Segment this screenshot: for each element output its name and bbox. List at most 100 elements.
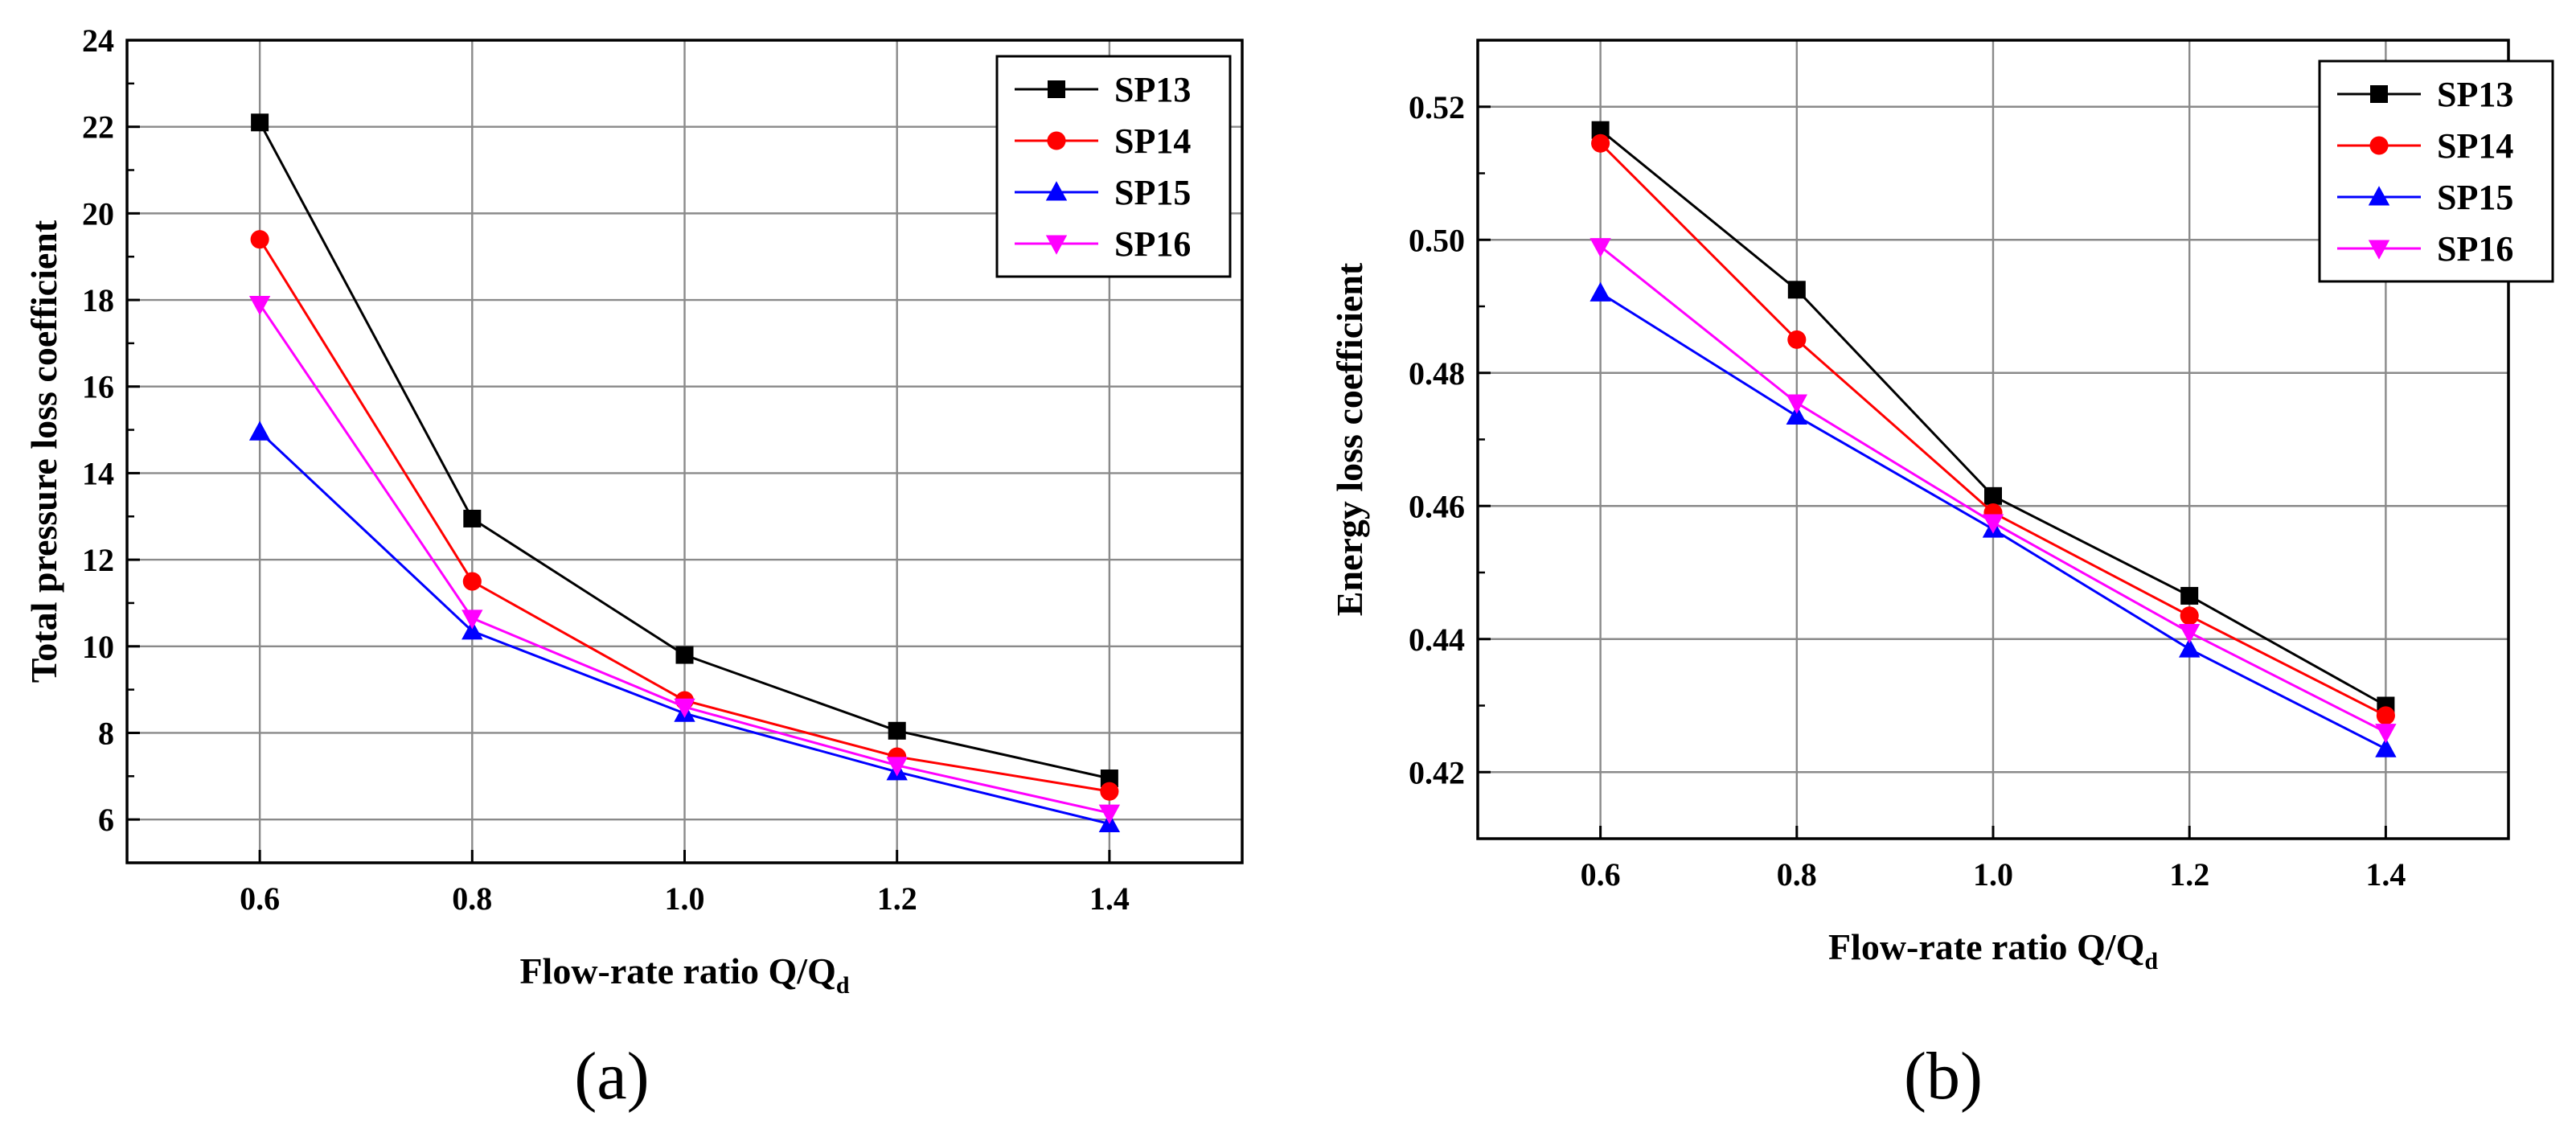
y-tick-label: 0.44 <box>1409 622 1465 658</box>
x-tick-label: 1.2 <box>2169 856 2209 893</box>
y-tick-label: 6 <box>98 802 114 838</box>
x-tick-label: 1.4 <box>1089 880 1130 917</box>
legend: SP13 SP14 SP15 SP16 <box>995 55 1232 278</box>
y-tick-label: 12 <box>82 542 114 578</box>
y-tick-label: 16 <box>82 369 114 405</box>
data-point-sp13 <box>1591 121 1610 139</box>
data-point-sp15 <box>1589 281 1611 302</box>
data-point-sp13 <box>2180 586 2199 605</box>
series-sp16 <box>248 295 1121 824</box>
legend-label-sp14: SP14 <box>1114 121 1191 161</box>
y-axis-label: Total pressure loss coefficient <box>23 220 64 683</box>
data-point-sp14 <box>1591 133 1610 153</box>
y-tick-label: 22 <box>82 109 114 146</box>
y-tick-label: 0.50 <box>1409 222 1465 258</box>
legend-label-sp16: SP16 <box>1114 224 1191 264</box>
data-point-sp16 <box>248 295 271 316</box>
data-point-sp13 <box>1787 281 1806 299</box>
y-tick-label: 0.46 <box>1409 488 1465 524</box>
legend-label-sp14: SP14 <box>2437 126 2513 166</box>
data-point-sp14 <box>2376 706 2395 725</box>
y-axis: 0.42 0.44 0.46 0.48 0.50 0.52 <box>1409 89 1491 790</box>
chart-a: 0.6 0.8 1.0 1.2 1.4 6 8 10 12 14 16 18 20 22 24 Flow-ra… <box>23 23 1244 999</box>
x-axis-label: Flow-rate ratio Q/Qd <box>519 950 849 999</box>
data-point-sp15 <box>248 421 271 441</box>
data-point-sp16 <box>2375 724 2397 744</box>
panel-label-a: (a) <box>574 1039 650 1114</box>
chart-b: 0.6 0.8 1.0 1.2 1.4 0.42 0.44 0.46 0.48 0.50 0.52 F… <box>1329 39 2554 975</box>
data-point-sp16 <box>886 757 908 777</box>
legend-label-sp15: SP15 <box>1114 173 1191 212</box>
legend-label-sp13: SP13 <box>1114 70 1191 109</box>
legend-marker-sp13 <box>2370 85 2388 103</box>
data-point-sp16 <box>461 609 483 630</box>
legend-marker-sp16 <box>2368 240 2390 260</box>
y-axis: 6 8 10 12 14 16 18 20 22 24 <box>82 23 140 838</box>
y-tick-label: 24 <box>82 23 114 59</box>
data-point-sp13 <box>463 509 482 527</box>
y-tick-label: 0.52 <box>1409 89 1465 125</box>
y-tick-label: 0.48 <box>1409 355 1465 392</box>
x-axis: 0.6 0.8 1.0 1.2 1.4 <box>240 850 1130 917</box>
x-tick-label: 0.8 <box>1777 856 1817 893</box>
data-point-sp15 <box>461 620 483 640</box>
x-tick-label: 1.4 <box>2365 856 2406 893</box>
legend: SP13 SP14 SP15 SP16 <box>2318 60 2554 283</box>
data-point-sp16 <box>1589 238 1611 258</box>
data-point-sp13 <box>888 721 906 740</box>
data-point-sp13 <box>1984 486 2002 505</box>
y-tick-label: 14 <box>82 455 114 491</box>
data-point-sp15 <box>1786 404 1808 425</box>
data-point-sp15 <box>2178 638 2201 658</box>
x-axis-label-sub: d <box>2144 948 2158 975</box>
y-axis-label: Energy loss coefficient <box>1329 262 1370 616</box>
y-tick-label: 10 <box>82 629 114 665</box>
data-point-sp13 <box>675 646 694 664</box>
x-tick-label: 0.6 <box>1581 856 1621 893</box>
data-point-sp14 <box>1100 782 1119 801</box>
legend-marker-sp16 <box>1045 235 1068 255</box>
data-point-sp14 <box>250 230 269 249</box>
series-sp13 <box>1591 121 2395 715</box>
x-axis-label-sub: d <box>836 972 850 999</box>
series-sp13 <box>251 113 1118 788</box>
y-tick-label: 0.42 <box>1409 754 1465 790</box>
data-point-sp16 <box>2178 624 2201 644</box>
legend-marker-sp15 <box>1045 181 1068 201</box>
x-tick-label: 1.2 <box>877 880 917 917</box>
legend-label-sp16: SP16 <box>2437 229 2513 269</box>
data-point-sp14 <box>2180 606 2199 626</box>
data-point-sp16 <box>674 698 695 718</box>
panel-label-b: (b) <box>1904 1039 1983 1114</box>
x-axis-label: Flow-rate ratio Q/Qd <box>1828 926 2158 975</box>
y-tick-label: 20 <box>82 195 114 232</box>
legend-label-sp15: SP15 <box>2437 178 2513 217</box>
data-point-sp14 <box>462 572 482 591</box>
x-axis: 0.6 0.8 1.0 1.2 1.4 <box>1581 826 2406 893</box>
y-tick-label: 18 <box>82 282 114 318</box>
x-tick-label: 0.6 <box>240 880 280 917</box>
legend-marker-sp14 <box>2369 136 2389 155</box>
legend-marker-sp13 <box>1048 80 1065 98</box>
data-point-sp16 <box>1786 394 1808 414</box>
legend-marker-sp14 <box>1047 131 1066 150</box>
data-point-sp14 <box>1787 330 1807 349</box>
legend-box <box>995 55 1232 278</box>
x-axis-label-main: Flow-rate ratio Q/Q <box>519 950 835 991</box>
x-axis-label-main: Flow-rate ratio Q/Q <box>1828 926 2144 967</box>
x-tick-label: 0.8 <box>452 880 492 917</box>
data-point-sp13 <box>251 113 269 132</box>
x-tick-label: 1.0 <box>1973 856 2013 893</box>
data-point-sp13 <box>1100 770 1118 788</box>
data-point-sp15 <box>2375 737 2397 757</box>
series-sp14 <box>1591 133 2395 725</box>
data-point-sp16 <box>1982 514 2004 534</box>
legend-box <box>2318 60 2554 283</box>
legend-marker-sp15 <box>2368 186 2390 206</box>
data-point-sp16 <box>1098 804 1121 824</box>
series-sp16 <box>1589 238 2397 744</box>
x-tick-label: 1.0 <box>665 880 705 917</box>
grid <box>1478 40 2508 839</box>
y-tick-label: 8 <box>98 715 114 751</box>
